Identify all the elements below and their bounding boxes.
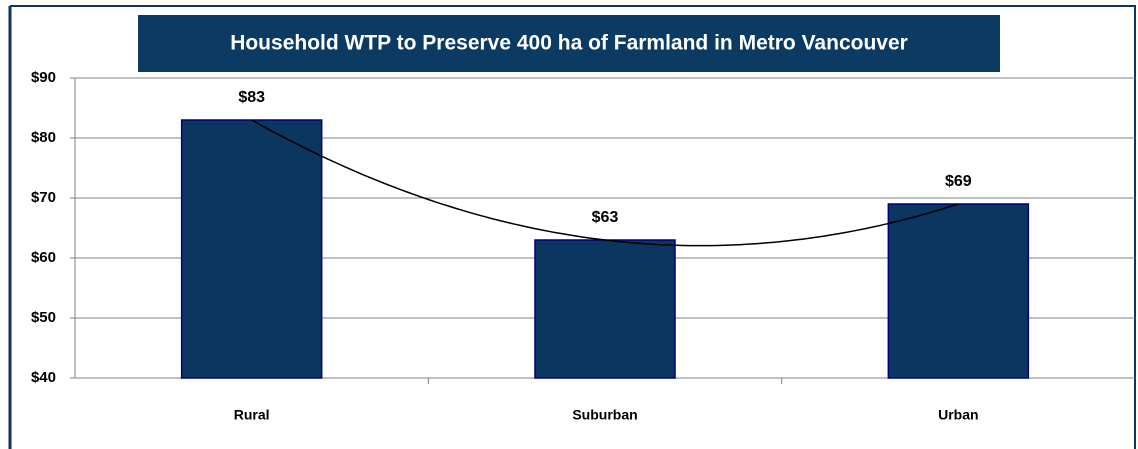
y-tick-label: $40 — [31, 369, 56, 386]
data-label: $83 — [238, 89, 265, 106]
y-tick-label: $70 — [31, 189, 56, 206]
data-label: $63 — [592, 209, 619, 226]
y-tick-label: $80 — [31, 129, 56, 146]
title-box — [138, 15, 1000, 72]
data-label: $69 — [945, 173, 972, 190]
y-tick-label: $90 — [31, 69, 56, 86]
x-tick-label: Suburban — [572, 407, 637, 423]
chart-title: Household WTP to Preserve 400 ha of Farm… — [230, 32, 908, 55]
bar — [534, 239, 676, 379]
trend-line — [251, 119, 959, 247]
bar — [180, 119, 323, 379]
x-tick-label: Urban — [938, 407, 978, 423]
y-tick-label: $60 — [31, 249, 56, 266]
x-tick-label: Rural — [234, 407, 270, 423]
bar — [887, 203, 1030, 379]
y-tick-label: $50 — [31, 309, 56, 326]
